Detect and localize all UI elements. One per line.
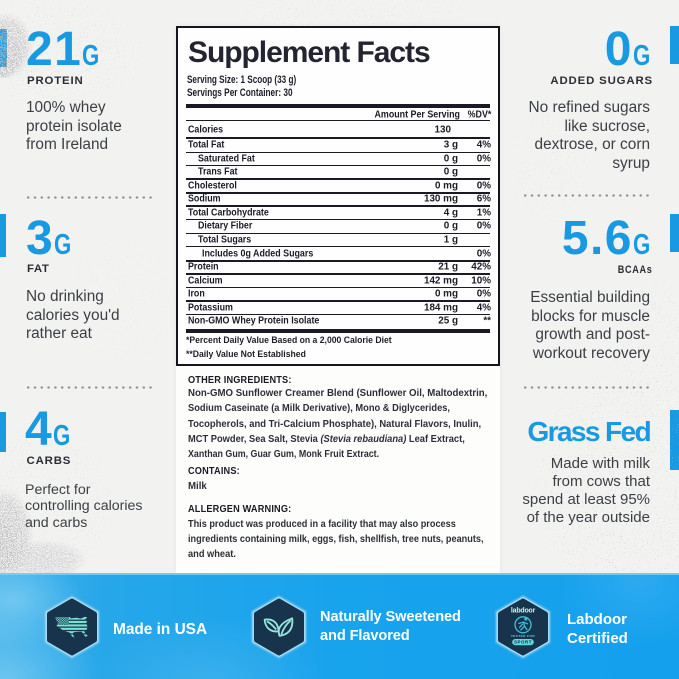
svg-text:labdoor: labdoor — [511, 608, 536, 615]
svg-text:TESTED FOR: TESTED FOR — [511, 634, 535, 638]
svg-text:SPORT: SPORT — [514, 640, 532, 645]
